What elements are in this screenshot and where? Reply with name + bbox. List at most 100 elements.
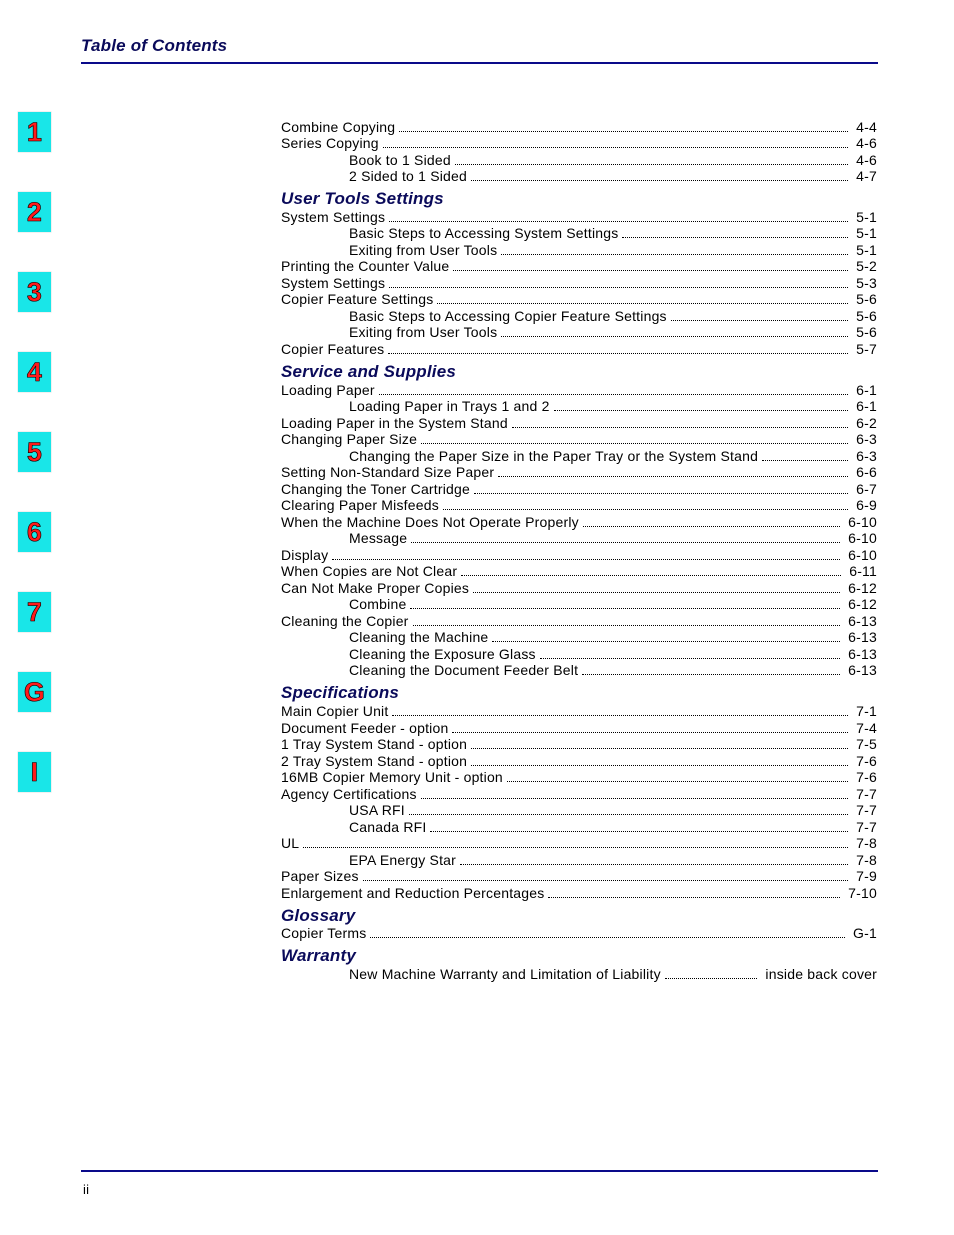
toc-row[interactable]: Clearing Paper Misfeeds6-9 [281, 498, 877, 513]
leader-dots [392, 715, 848, 716]
toc-entry-page: 6-1 [852, 399, 877, 414]
toc-row[interactable]: 16MB Copier Memory Unit - option7-6 [281, 770, 877, 785]
toc-entry-text: Can Not Make Proper Copies [281, 581, 469, 596]
toc-row[interactable]: Exiting from User Tools5-6 [281, 325, 877, 340]
toc-row[interactable]: Copier Features5-7 [281, 342, 877, 357]
toc-row[interactable]: Document Feeder - option7-4 [281, 721, 877, 736]
toc-row[interactable]: Changing the Paper Size in the Paper Tra… [281, 449, 877, 464]
toc-entry-text: Message [349, 531, 407, 546]
leader-dots [409, 814, 848, 815]
toc-entry-text: New Machine Warranty and Limitation of L… [349, 967, 661, 982]
toc-row[interactable]: Cleaning the Copier6-13 [281, 614, 877, 629]
toc-row[interactable]: Loading Paper in the System Stand6-2 [281, 416, 877, 431]
toc-row[interactable]: Enlargement and Reduction Percentages7-1… [281, 886, 877, 901]
leader-dots [413, 625, 841, 626]
leader-dots [665, 978, 758, 979]
toc-entry-page: G-1 [849, 926, 877, 941]
toc-entry-page: 6-13 [844, 663, 877, 678]
toc-entry-text: Changing the Paper Size in the Paper Tra… [349, 449, 758, 464]
toc-entry-text: Book to 1 Sided [349, 153, 451, 168]
toc-entry-text: Copier Features [281, 342, 384, 357]
side-tab[interactable]: G [18, 672, 51, 712]
leader-dots [501, 336, 848, 337]
toc-row[interactable]: Basic Steps to Accessing Copier Feature … [281, 309, 877, 324]
side-tab-label: 2 [27, 199, 42, 226]
toc-entry-text: Setting Non-Standard Size Paper [281, 465, 494, 480]
toc-entry-page: 7-8 [852, 853, 877, 868]
leader-dots [437, 303, 848, 304]
toc-row[interactable]: Loading Paper in Trays 1 and 26-1 [281, 399, 877, 414]
toc-row[interactable]: 2 Sided to 1 Sided4-7 [281, 169, 877, 184]
toc-entry-text: When the Machine Does Not Operate Proper… [281, 515, 579, 530]
toc-row[interactable]: Main Copier Unit7-1 [281, 704, 877, 719]
leader-dots [762, 460, 848, 461]
section-heading: Glossary [281, 907, 877, 925]
toc-entry-text: Changing Paper Size [281, 432, 417, 447]
toc-entry-text: Clearing Paper Misfeeds [281, 498, 439, 513]
side-tab[interactable]: 3 [18, 272, 51, 312]
toc-row[interactable]: Combine Copying4-4 [281, 120, 877, 135]
toc-row[interactable]: 1 Tray System Stand - option7-5 [281, 737, 877, 752]
leader-dots [379, 394, 848, 395]
toc-entry-page: 5-3 [852, 276, 877, 291]
toc-entry-page: inside back cover [761, 967, 877, 982]
toc-row[interactable]: Setting Non-Standard Size Paper6-6 [281, 465, 877, 480]
side-tab[interactable]: 2 [18, 192, 51, 232]
toc-row[interactable]: EPA Energy Star7-8 [281, 853, 877, 868]
toc-entry-text: Combine [349, 597, 406, 612]
side-tab[interactable]: 5 [18, 432, 51, 472]
toc-row[interactable]: UL7-8 [281, 836, 877, 851]
toc-row[interactable]: Message6-10 [281, 531, 877, 546]
table-of-contents: Combine Copying4-4Series Copying4-6Book … [281, 118, 877, 984]
toc-row[interactable]: Loading Paper6-1 [281, 383, 877, 398]
leader-dots [554, 410, 849, 411]
side-tab[interactable]: 1 [18, 112, 51, 152]
leader-dots [671, 320, 848, 321]
toc-row[interactable]: Changing Paper Size6-3 [281, 432, 877, 447]
leader-dots [501, 254, 848, 255]
toc-entry-text: Series Copying [281, 136, 379, 151]
toc-row[interactable]: When Copies are Not Clear6-11 [281, 564, 877, 579]
toc-entry-text: Display [281, 548, 328, 563]
toc-entry-text: Cleaning the Copier [281, 614, 409, 629]
toc-row[interactable]: 2 Tray System Stand - option7-6 [281, 754, 877, 769]
toc-row[interactable]: Cleaning the Document Feeder Belt6-13 [281, 663, 877, 678]
toc-entry-page: 6-11 [845, 564, 877, 579]
side-tab[interactable]: 4 [18, 352, 51, 392]
toc-entry-text: Enlargement and Reduction Percentages [281, 886, 544, 901]
leader-dots [452, 732, 848, 733]
toc-row[interactable]: New Machine Warranty and Limitation of L… [281, 967, 877, 982]
toc-row[interactable]: Exiting from User Tools5-1 [281, 243, 877, 258]
toc-row[interactable]: Printing the Counter Value5-2 [281, 259, 877, 274]
toc-entry-page: 5-1 [852, 210, 877, 225]
toc-entry-text: Copier Feature Settings [281, 292, 433, 307]
toc-entry-text: Printing the Counter Value [281, 259, 449, 274]
leader-dots [582, 674, 840, 675]
toc-row[interactable]: Copier TermsG-1 [281, 926, 877, 941]
toc-row[interactable]: Copier Feature Settings5-6 [281, 292, 877, 307]
toc-row[interactable]: System Settings5-1 [281, 210, 877, 225]
toc-row[interactable]: Book to 1 Sided 4-6 [281, 153, 877, 168]
toc-row[interactable]: Canada RFI7-7 [281, 820, 877, 835]
side-tab[interactable]: 7 [18, 592, 51, 632]
side-tab[interactable]: I [18, 752, 51, 792]
toc-entry-page: 4-6 [852, 136, 877, 151]
toc-row[interactable]: Cleaning the Exposure Glass6-13 [281, 647, 877, 662]
toc-row[interactable]: System Settings5-3 [281, 276, 877, 291]
section-heading: Warranty [281, 947, 877, 965]
toc-row[interactable]: Can Not Make Proper Copies6-12 [281, 581, 877, 596]
toc-row[interactable]: Combine6-12 [281, 597, 877, 612]
toc-row[interactable]: Basic Steps to Accessing System Settings… [281, 226, 877, 241]
toc-entry-page: 7-6 [852, 754, 877, 769]
toc-row[interactable]: When the Machine Does Not Operate Proper… [281, 515, 877, 530]
toc-row[interactable]: Series Copying 4-6 [281, 136, 877, 151]
toc-row[interactable]: Agency Certifications7-7 [281, 787, 877, 802]
toc-row[interactable]: Paper Sizes7-9 [281, 869, 877, 884]
side-tab[interactable]: 6 [18, 512, 51, 552]
toc-entry-page: 4-6 [852, 153, 877, 168]
toc-row[interactable]: Cleaning the Machine6-13 [281, 630, 877, 645]
toc-row[interactable]: Display6-10 [281, 548, 877, 563]
toc-row[interactable]: Changing the Toner Cartridge6-7 [281, 482, 877, 497]
leader-dots [512, 427, 848, 428]
toc-row[interactable]: USA RFI7-7 [281, 803, 877, 818]
